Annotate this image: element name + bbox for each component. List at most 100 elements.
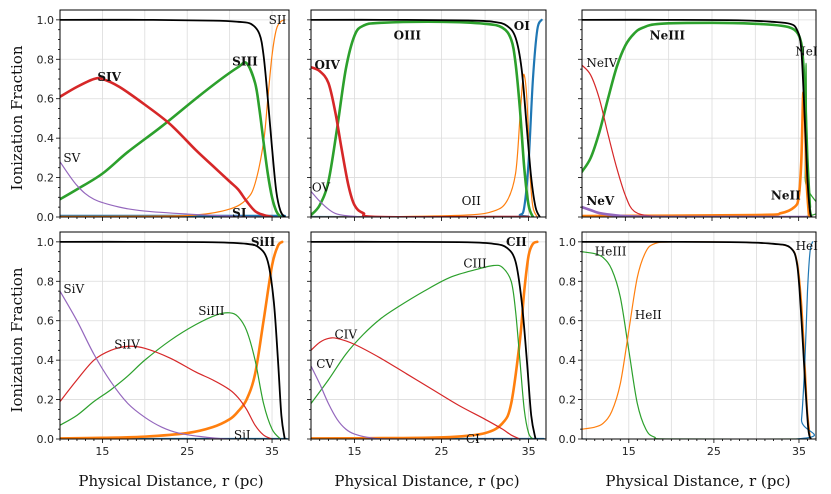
series-line-nev	[582, 205, 809, 217]
series-line-total	[311, 18, 541, 217]
series-group	[60, 240, 288, 439]
y-tick-label: 0.4	[559, 354, 577, 367]
y-tick-label: 1.0	[37, 236, 55, 249]
y-tick-label: 0.8	[37, 275, 55, 288]
series-line-total	[60, 240, 286, 439]
series-line-siv	[60, 290, 282, 439]
ion-label-cii: CII	[506, 235, 527, 249]
panel-top-left: 0.0 0.2 0.4 0.6 0.8 1.0 SII SIV SIII SV SI	[37, 9, 290, 224]
series-line-siiv	[60, 345, 273, 439]
ion-label-oi: OI	[514, 19, 530, 33]
series-line-siv	[60, 76, 274, 217]
series-line-oi	[311, 18, 543, 217]
ion-label-heiii: HeIII	[595, 245, 627, 259]
x-tick-label: 15	[348, 445, 362, 458]
x-tick-label: 15	[622, 445, 636, 458]
plot-frame	[59, 231, 290, 440]
series-line-siiii	[60, 312, 282, 439]
series-line-sii	[60, 19, 286, 217]
x-tick-label: 15	[95, 445, 109, 458]
y-tick-label: 1.0	[37, 14, 55, 27]
ion-label-cv: CV	[316, 357, 334, 371]
ion-label-oiii: OIII	[394, 29, 422, 43]
x-axis-label-middle: Physical Distance, r (pc)	[334, 472, 519, 490]
panel-bottom-right: 0.0 0.2 0.4 0.6 0.8 1.0 15 25 35 HeIII HeII HeI	[559, 231, 819, 458]
ion-label-ciii: CIII	[463, 257, 487, 271]
panel-top-right: NeIV NeIII NeI NeV NeII	[578, 9, 818, 221]
x-axis-label-right: Physical Distance, r (pc)	[605, 472, 790, 490]
ion-label-hei: HeI	[796, 239, 819, 253]
ion-label-nev: NeV	[586, 194, 615, 208]
plot-frame	[59, 9, 290, 218]
x-tick-label: 35	[792, 445, 806, 458]
x-tick-label: 35	[522, 445, 536, 458]
series-line-siii	[60, 61, 282, 217]
ion-label-ov: OV	[312, 180, 331, 194]
series-group	[60, 18, 287, 217]
series-group	[311, 240, 545, 439]
y-tick-label: 0.0	[37, 211, 55, 224]
series-line-total	[582, 18, 813, 217]
y-tick-label: 0.2	[37, 394, 55, 407]
series-group	[582, 240, 815, 439]
x-tick-label: 25	[435, 445, 449, 458]
plot-frame	[310, 231, 547, 440]
y-tick-label: 0.4	[37, 354, 55, 367]
grid	[59, 232, 289, 440]
ion-label-siii: SIII	[232, 54, 258, 68]
ion-label-neii: NeII	[771, 188, 801, 202]
plot-frame	[310, 9, 547, 218]
ion-label-siv: SiV	[63, 282, 84, 296]
series-line-total	[582, 240, 812, 439]
series-line-cv	[311, 365, 530, 439]
ion-label-heii: HeII	[635, 308, 662, 322]
series-line-neiii	[582, 21, 812, 209]
ion-label-siiv: SiIV	[114, 337, 140, 351]
ion-label-sv: SV	[63, 151, 80, 165]
series-line-ciii	[311, 264, 534, 439]
x-tick-label: 25	[180, 445, 194, 458]
panel-bottom-middle: 15 25 35 CII CIII CIV CV CI	[307, 231, 547, 458]
y-tick-label: 0.6	[37, 93, 55, 106]
y-tick-label: 1.0	[559, 236, 577, 249]
series-line-ov	[311, 190, 530, 217]
panel-bottom-left: 0.0 0.2 0.4 0.6 0.8 1.0 15 25 35 SiII SiV SiIII SiIV…	[37, 231, 290, 458]
y-tick-label: 0.6	[559, 315, 577, 328]
ion-label-si: SI	[232, 206, 247, 220]
ion-label-civ: CIV	[335, 328, 358, 342]
ion-label-ci: CI	[466, 432, 480, 446]
y-tick-label: 0.6	[37, 315, 55, 328]
series-group	[311, 18, 543, 217]
series-line-heii	[582, 241, 811, 436]
y-tick-label: 0.8	[559, 275, 577, 288]
grid	[581, 10, 816, 218]
y-axis-label-bottom: Ionization Fraction	[8, 267, 26, 412]
x-tick-label: 25	[707, 445, 721, 458]
ion-label-sii: SII	[269, 13, 287, 27]
y-tick-label: 0.2	[37, 172, 55, 185]
y-tick-label: 0.8	[37, 53, 55, 66]
plot-frame	[581, 231, 817, 440]
series-line-total	[60, 18, 286, 217]
series-line-heiii	[582, 251, 809, 439]
ion-label-oiv: OIV	[314, 58, 340, 72]
ion-label-siii: SiII	[251, 235, 276, 249]
x-axis-label-left: Physical Distance, r (pc)	[78, 472, 263, 490]
ion-label-siv: SIV	[97, 70, 121, 84]
y-tick-label: 0.0	[37, 433, 55, 446]
series-line-cii	[311, 240, 539, 439]
plot-frame	[581, 9, 817, 218]
ion-label-nei: NeI	[795, 44, 818, 58]
series-line-oii	[311, 73, 538, 217]
ion-label-oii: OII	[462, 194, 482, 208]
ion-label-sii: SiI	[234, 428, 251, 442]
series-line-total	[311, 240, 537, 439]
series-line-siii	[60, 240, 284, 439]
ion-label-siiii: SiIII	[198, 304, 225, 318]
series-line-hei	[582, 241, 815, 439]
series-line-sv	[60, 161, 282, 217]
y-tick-label: 0.2	[559, 394, 577, 407]
y-axis-label-top: Ionization Fraction	[8, 45, 26, 190]
grid	[582, 232, 816, 440]
